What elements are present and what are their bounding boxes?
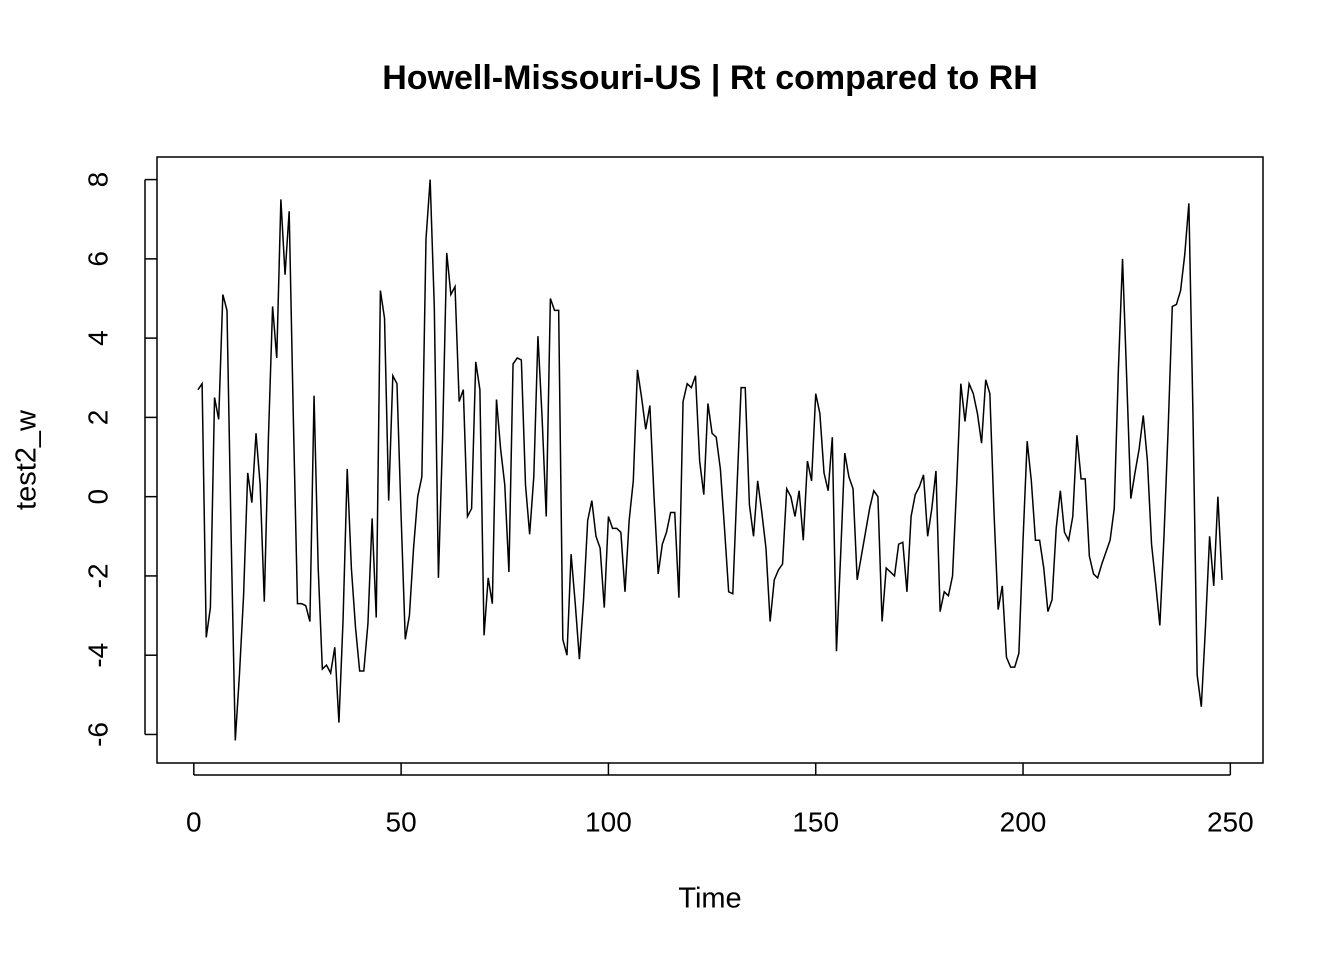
y-axis-label: test2_w <box>11 409 43 510</box>
x-tick-label: 50 <box>386 806 417 837</box>
y-tick-label: 4 <box>82 330 113 346</box>
y-tick-label: -6 <box>82 722 113 747</box>
y-tick-label: 0 <box>82 489 113 505</box>
plot-box <box>156 156 1264 764</box>
series-line <box>197 179 1223 741</box>
x-tick-label: 0 <box>186 806 202 837</box>
chart-title: Howell-Missouri-US | Rt compared to RH <box>382 59 1038 97</box>
x-tick-label: 250 <box>1207 806 1254 837</box>
x-tick-label: 100 <box>585 806 632 837</box>
y-tick-label: 6 <box>82 251 113 267</box>
x-tick-label: 150 <box>792 806 839 837</box>
y-tick-label: 2 <box>82 410 113 426</box>
y-tick-label: -4 <box>82 643 113 668</box>
x-axis-label: Time <box>678 883 741 915</box>
x-tick-label: 200 <box>1000 806 1047 837</box>
y-tick-label: -2 <box>82 563 113 588</box>
y-tick-label: 8 <box>82 172 113 188</box>
